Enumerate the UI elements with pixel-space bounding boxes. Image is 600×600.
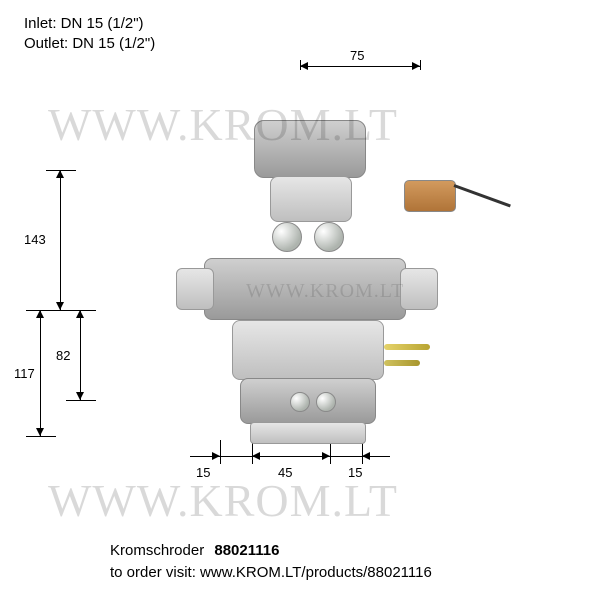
arrow-down-icon: [76, 392, 84, 400]
screw-icon: [384, 360, 420, 366]
dim-lower-height: 82: [56, 348, 70, 363]
dim-tick: [26, 436, 56, 437]
dim-body-height: 143: [24, 232, 46, 247]
dim-line: [40, 310, 41, 436]
figure-container: Inlet: DN 15 (1/2") Outlet: DN 15 (1/2")…: [0, 0, 600, 600]
screw-icon: [384, 344, 430, 350]
dim-tick: [220, 440, 221, 464]
arrow-up-icon: [36, 310, 44, 318]
order-prefix: to order visit:: [110, 564, 200, 581]
footer-line2: to order visit: www.KROM.LT/products/880…: [110, 564, 432, 581]
brand-name: Kromschroder: [110, 542, 204, 559]
dim-tick: [420, 60, 421, 70]
dim-base-w3: 15: [348, 465, 362, 480]
outlet-spec: Outlet: DN 15 (1/2"): [24, 36, 155, 51]
arrow-down-icon: [56, 302, 64, 310]
arrow-right-icon: [212, 452, 220, 460]
arrow-left-icon: [362, 452, 370, 460]
dim-base-w1: 15: [196, 465, 210, 480]
watermark: WWW.KROM.LT: [48, 474, 398, 527]
dim-bottom-offset: 117: [14, 366, 35, 381]
cable: [453, 184, 510, 207]
arrow-left-icon: [252, 452, 260, 460]
dim-line: [300, 66, 420, 67]
product-code: 88021116: [214, 542, 279, 559]
dim-line: [60, 170, 61, 310]
order-url[interactable]: www.KROM.LT/products/88021116: [200, 564, 432, 581]
watermark-small: WWW.KROM.LT: [246, 280, 404, 303]
dim-base-w2: 45: [278, 465, 292, 480]
arrow-right-icon: [322, 452, 330, 460]
dim-top-width: 75: [350, 48, 364, 63]
arrow-right-icon: [412, 62, 420, 70]
dim-line: [190, 456, 390, 457]
inlet-spec: Inlet: DN 15 (1/2"): [24, 16, 144, 31]
arrow-left-icon: [300, 62, 308, 70]
arrow-up-icon: [76, 310, 84, 318]
dim-tick: [66, 400, 96, 401]
footer-line1: Kromschroder 88021116: [110, 542, 279, 559]
dim-line: [80, 310, 81, 400]
arrow-up-icon: [56, 170, 64, 178]
arrow-down-icon: [36, 428, 44, 436]
